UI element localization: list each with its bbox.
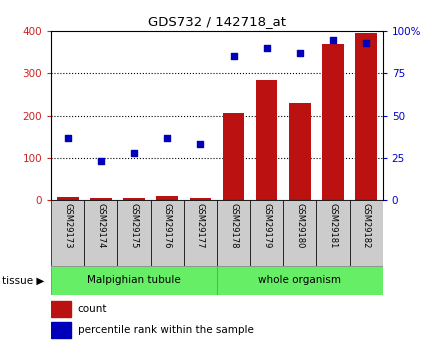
- Text: GSM29173: GSM29173: [63, 203, 72, 249]
- Point: [363, 40, 370, 46]
- Bar: [350, 200, 383, 266]
- Bar: [150, 200, 184, 266]
- Bar: [184, 200, 217, 266]
- Text: Malpighian tubule: Malpighian tubule: [87, 275, 181, 285]
- Bar: [51, 200, 84, 266]
- Text: GSM29178: GSM29178: [229, 203, 238, 249]
- Point: [130, 150, 138, 156]
- Text: tissue ▶: tissue ▶: [2, 275, 44, 285]
- Point: [97, 158, 105, 164]
- Text: whole organism: whole organism: [258, 275, 341, 285]
- Text: GSM29174: GSM29174: [97, 203, 105, 249]
- Text: count: count: [78, 304, 107, 314]
- Bar: [322, 44, 344, 200]
- Bar: [217, 200, 250, 266]
- Bar: [217, 266, 383, 295]
- Text: GSM29176: GSM29176: [163, 203, 172, 249]
- Text: GSM29177: GSM29177: [196, 203, 205, 249]
- Text: percentile rank within the sample: percentile rank within the sample: [78, 325, 254, 335]
- Bar: [190, 198, 211, 200]
- Bar: [57, 197, 78, 200]
- Point: [329, 37, 336, 42]
- Bar: [283, 200, 316, 266]
- Bar: [223, 112, 244, 200]
- Bar: [157, 196, 178, 200]
- Point: [64, 135, 71, 140]
- Bar: [51, 301, 71, 317]
- Text: GSM29181: GSM29181: [328, 203, 337, 249]
- Text: GSM29182: GSM29182: [362, 203, 371, 249]
- Bar: [85, 200, 117, 266]
- Bar: [256, 80, 277, 200]
- Bar: [51, 266, 217, 295]
- Point: [230, 54, 237, 59]
- Point: [296, 50, 303, 56]
- Bar: [250, 200, 283, 266]
- Text: GSM29175: GSM29175: [129, 203, 138, 249]
- Bar: [90, 198, 112, 200]
- Bar: [123, 198, 145, 200]
- Bar: [51, 322, 71, 338]
- Bar: [117, 200, 150, 266]
- Bar: [316, 200, 350, 266]
- Text: GSM29180: GSM29180: [295, 203, 304, 249]
- Text: GSM29179: GSM29179: [262, 203, 271, 249]
- Point: [197, 141, 204, 147]
- Bar: [356, 33, 377, 200]
- Title: GDS732 / 142718_at: GDS732 / 142718_at: [148, 16, 286, 29]
- Bar: [289, 103, 311, 200]
- Point: [164, 135, 171, 140]
- Point: [263, 45, 270, 51]
